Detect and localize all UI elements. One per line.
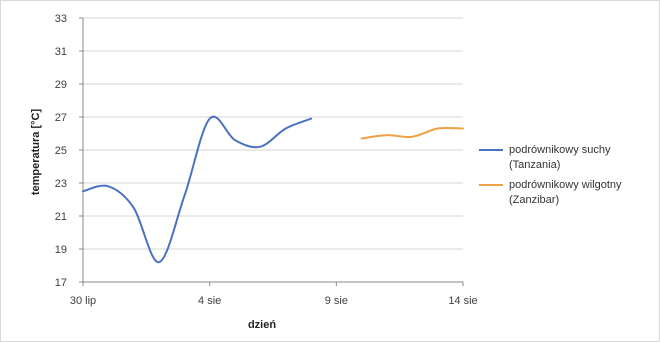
series-line-2 [360, 126, 464, 140]
y-tick-label-27: 27 [55, 112, 67, 124]
y-tick-label-19: 19 [55, 244, 67, 256]
tick-labels: 17 19 21 23 25 27 29 31 33 30 lip 4 sie 9 sie 14 sie [55, 13, 478, 307]
y-tick-label-29: 29 [55, 79, 67, 91]
x-axis-title: dzień [248, 319, 276, 331]
x-tick-label-2010-08-04: 4 sie [198, 295, 221, 307]
series-lines [82, 115, 464, 264]
y-tick-label-17: 17 [55, 277, 67, 289]
legend-label-2-line-1: podrównikowy wilgotny [509, 179, 622, 191]
legend-label-1-line-1: podrównikowy suchy [509, 144, 611, 156]
gridlines [83, 17, 463, 250]
y-axis-title: temperatura [°C] [30, 109, 42, 196]
y-tick-label-25: 25 [55, 145, 67, 157]
y-tick-label-23: 23 [55, 178, 67, 190]
axes [79, 17, 464, 286]
y-tick-label-33: 33 [55, 13, 67, 25]
y-tick-label-31: 31 [55, 46, 67, 58]
x-tick-label-2010-08-09: 9 sie [325, 295, 348, 307]
x-tick-label-2010-08-14: 14 sie [448, 295, 477, 307]
legend-label-2-line-2: (Zanzibar) [509, 194, 559, 206]
legend: podrównikowy suchy (Tanzania) podrównikowy… [479, 144, 622, 206]
legend-label-1-line-2: (Tanzania) [509, 159, 560, 171]
series-line-1 [82, 115, 312, 264]
y-tick-label-21: 21 [55, 211, 67, 223]
x-tick-label-2010-07-30: 30 lip [70, 295, 96, 307]
